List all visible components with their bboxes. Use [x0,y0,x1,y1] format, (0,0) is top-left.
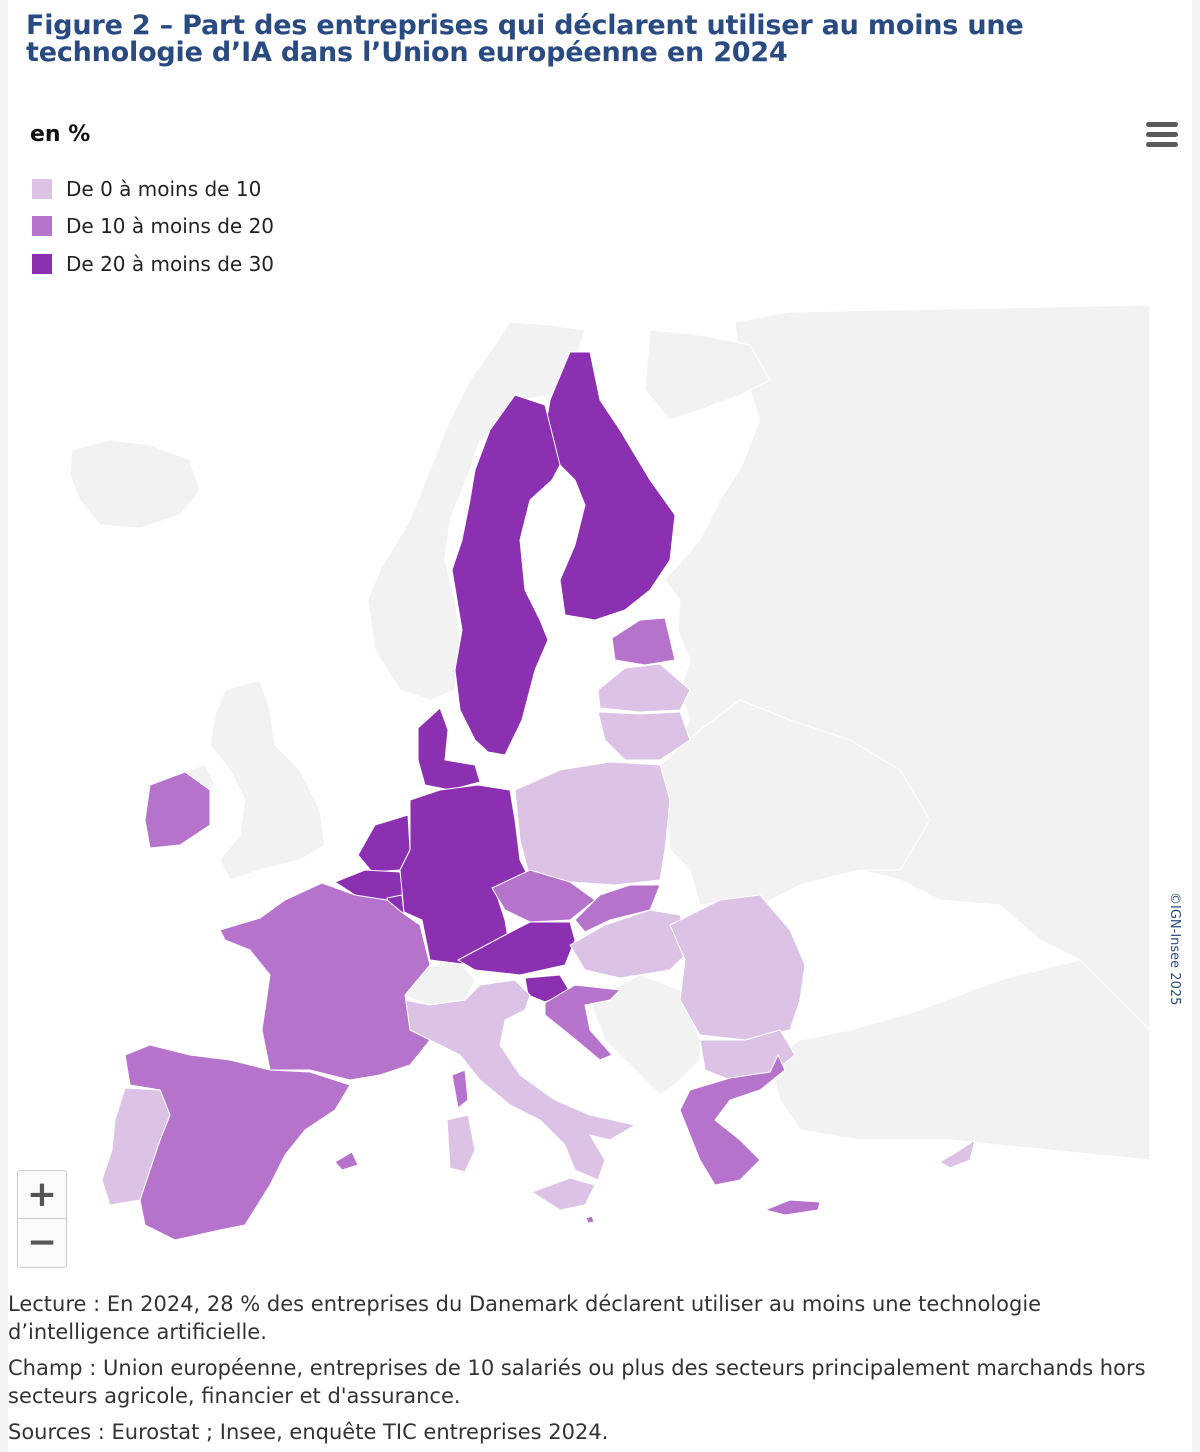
region-iceland [69,439,201,529]
region-france [219,882,431,1081]
region-kola [644,329,771,421]
region-chypre [939,1138,976,1169]
region-tchequie [491,869,596,923]
legend-swatch-high [32,253,52,274]
region-slovaquie [574,884,661,933]
zoom-controls: + − [17,1170,67,1268]
hamburger-menu-icon[interactable] [1146,122,1178,148]
region-roumanie [669,894,806,1041]
region-danemark [417,707,481,791]
figure-title: Figure 2 – Part des entreprises qui décl… [26,10,1024,68]
legend-label-high: De 20 à moins de 30 [66,251,275,276]
legend-swatch-low [32,178,52,199]
note-sources: Sources : Eurostat ; Insee, enquête TIC … [8,1420,609,1444]
legend-swatch-mid [32,216,52,237]
region-turkey [769,959,1151,1161]
note-champ: Champ : Union européenne, entreprises de… [8,1356,1146,1408]
region-balkans [589,974,701,1096]
zoom-in-button[interactable]: + [26,1174,58,1215]
region-portugal [101,1087,171,1206]
region-grece [679,1053,786,1186]
region-baleares [334,1151,359,1171]
note-lecture: Lecture : En 2024, 28 % des entreprises … [8,1292,1042,1344]
region-pologne [514,761,671,886]
region-lettonie [597,663,691,713]
region-italie [404,979,637,1181]
region-pays-bas [357,814,411,873]
region-croatie [544,984,622,1061]
region-autriche [456,921,576,976]
legend: De 0 à moins de 10 De 10 à moins de 20 D… [32,170,274,283]
region-crete [763,1199,821,1216]
legend-title: en % [30,122,91,147]
region-suede [451,394,561,756]
legend-item-mid[interactable]: De 10 à moins de 20 [32,208,274,246]
region-estonie [611,617,676,666]
region-allemagne [399,784,531,966]
legend-item-low[interactable]: De 0 à moins de 10 [32,170,274,208]
map-credit-text: ©IGN-Insee 2025 [1167,892,1182,1006]
legend-item-high[interactable]: De 20 à moins de 30 [32,245,274,283]
background-countries [69,304,1151,1161]
region-corse [451,1069,469,1109]
region-malte [585,1215,595,1224]
region-sardaigne [446,1114,476,1173]
zoom-out-button[interactable]: − [18,1218,66,1266]
region-sicile [530,1177,596,1211]
legend-label-low: De 0 à moins de 10 [66,176,262,201]
region-lituanie [597,711,691,761]
legend-label-mid: De 10 à moins de 20 [66,214,275,239]
region-irlande [144,771,211,849]
region-uk [209,679,326,881]
eu-countries [101,351,976,1241]
map-credit: ©IGN-Insee 2025 [1167,892,1200,1005]
region-belarus-ukraine [659,699,931,906]
